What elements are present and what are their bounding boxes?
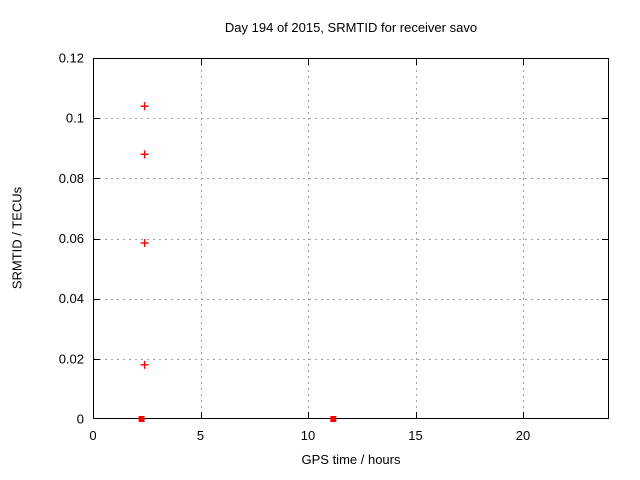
y-axis-label: SRMTID / TECUs: [9, 186, 25, 290]
data-point-marker: [138, 416, 145, 422]
y-tick-label: 0.12: [59, 51, 84, 66]
x-tick-label: 5: [197, 428, 204, 443]
x-tick-label: 0: [89, 428, 96, 443]
y-tick-label: 0: [77, 412, 84, 427]
y-tick-label: 0.02: [59, 351, 84, 366]
chart-title: Day 194 of 2015, SRMTID for receiver sav…: [224, 20, 478, 35]
y-tick-label: 0.08: [59, 171, 84, 186]
y-tick-label: 0.06: [59, 231, 84, 246]
plot-border: [93, 58, 609, 419]
x-axis-label: GPS time / hours: [301, 452, 401, 467]
y-tick-label: 0.04: [59, 291, 84, 306]
x-tick-label: 20: [516, 428, 530, 443]
x-tick-label: 15: [408, 428, 422, 443]
data-point-marker: [330, 416, 337, 422]
y-tick-label: 0.1: [66, 111, 84, 126]
x-tick-label: 10: [301, 428, 315, 443]
